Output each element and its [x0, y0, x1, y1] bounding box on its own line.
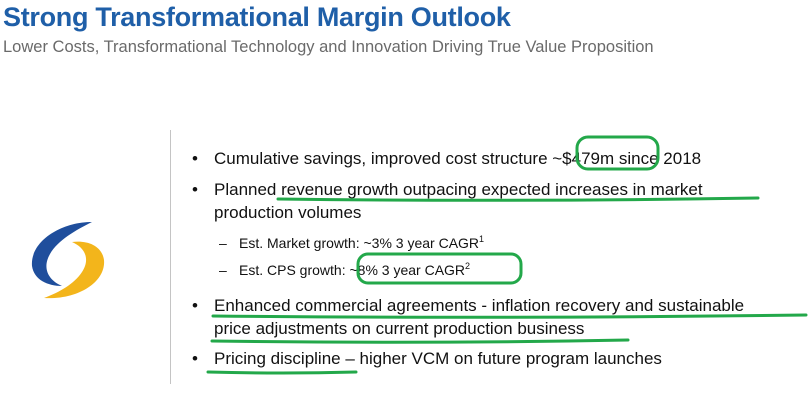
bullet-revenue-growth-line2: production volumes — [214, 203, 362, 222]
underline-pricing — [206, 370, 358, 375]
slide-title: Strong Transformational Margin Outlook — [3, 2, 511, 32]
sub-bullet-market-growth: – Est. Market growth: ~3% 3 year CAGR1 — [219, 234, 485, 252]
cps-growth-highlight: ~8% 3 year CAGR — [349, 262, 466, 278]
bullet-cumulative-savings: • Cumulative savings, improved cost struc… — [192, 149, 702, 168]
underline-commercial-2 — [210, 338, 630, 344]
vertical-divider — [170, 130, 171, 384]
pricing-discipline-phrase: Pricing discipline — [214, 349, 341, 368]
savings-highlight: ~$479m — [552, 149, 615, 168]
bullet-revenue-growth: • Planned revenue growth outpacing expect… — [192, 180, 703, 199]
bullet-commercial-agreements: • Enhanced commercial agreements - inflat… — [192, 296, 745, 315]
slide-subtitle: Lower Costs, Transformational Technology… — [3, 38, 654, 56]
sub-bullet-cps-growth: – Est. CPS growth: ~8% 3 year CAGR2 — [219, 261, 471, 279]
bullet-commercial-agreements-line2: price adjustments on current production … — [214, 319, 585, 338]
bullet-pricing-discipline: • Pricing discipline – higher VCM on futu… — [192, 349, 662, 368]
cs-swoosh-logo-icon — [31, 222, 105, 299]
